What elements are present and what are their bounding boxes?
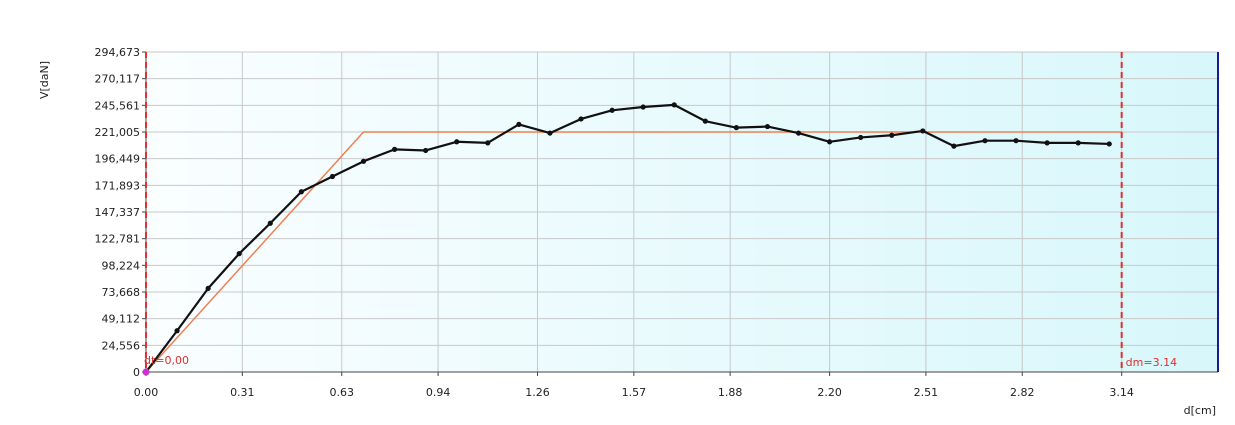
x-tick-label: 3.14 <box>1109 386 1134 399</box>
y-tick-label: 196,449 <box>95 153 141 166</box>
y-tick-label: 221,005 <box>95 126 141 139</box>
data-point <box>951 143 957 149</box>
data-point <box>1044 140 1050 146</box>
data-point <box>609 107 615 113</box>
y-tick-label: 0 <box>133 366 140 379</box>
y-tick-label: 49,112 <box>102 313 141 326</box>
marker-label: dt=0,00 <box>144 354 189 367</box>
data-point <box>982 138 988 144</box>
data-point <box>671 102 677 108</box>
y-tick-label: 245,561 <box>95 99 141 112</box>
data-point <box>298 189 304 195</box>
data-point <box>764 123 771 130</box>
x-tick-label: 0.00 <box>134 386 159 399</box>
data-point <box>733 125 739 131</box>
x-tick-label: 1.57 <box>622 386 647 399</box>
data-point <box>329 173 336 180</box>
data-point <box>702 118 708 124</box>
data-point <box>423 147 429 154</box>
marker-label: dm=3.14 <box>1126 356 1177 369</box>
data-point <box>236 251 242 257</box>
data-point <box>454 139 460 145</box>
y-tick-label: 294,673 <box>95 46 141 59</box>
data-point <box>1013 138 1019 144</box>
data-point <box>889 132 895 138</box>
y-tick-label: 122,781 <box>95 233 141 246</box>
x-tick-label: 0.63 <box>330 386 355 399</box>
measured-series-line <box>145 103 1110 373</box>
x-tick-label: 0.31 <box>230 386 255 399</box>
data-point <box>795 130 802 136</box>
x-tick-label: 2.20 <box>817 386 842 399</box>
data-point <box>547 130 553 136</box>
y-tick-label: 98,224 <box>102 259 141 272</box>
data-point <box>1106 141 1112 147</box>
series-layer <box>143 102 1122 375</box>
axes: 0 24,556 49,112 73,668 98,224 122,781 147,337 1… <box>95 46 1219 399</box>
data-point <box>516 121 522 128</box>
x-tick-label: 1.26 <box>525 386 550 399</box>
y-tick-label: 73,668 <box>102 286 141 299</box>
data-point <box>174 328 180 334</box>
y-tick-label: 171,893 <box>95 179 141 192</box>
y-tick-label: 270,117 <box>95 73 141 86</box>
data-point <box>858 134 864 141</box>
x-axis-title: d[cm] <box>1184 404 1216 417</box>
x-tick-label: 2.51 <box>914 386 939 399</box>
x-tick-label: 0.94 <box>426 386 451 399</box>
data-point <box>267 220 273 226</box>
y-tick-label: 24,556 <box>102 339 141 352</box>
data-point <box>826 139 833 145</box>
x-tick-label: 2.82 <box>1010 386 1035 399</box>
data-point <box>578 116 584 122</box>
data-point <box>1075 140 1081 146</box>
y-axis-title: V[daN] <box>38 61 51 99</box>
x-tick-label: 1.88 <box>718 386 743 399</box>
marker-layer: dt=0,00 dm=3.14 <box>142 52 1177 376</box>
data-point <box>920 128 926 134</box>
data-point <box>485 140 491 146</box>
reference-series-line <box>145 131 1122 373</box>
data-point <box>205 285 211 291</box>
data-point <box>391 146 398 152</box>
data-point <box>640 104 646 110</box>
origin-point <box>142 368 150 376</box>
data-point <box>360 158 367 164</box>
y-tick-label: 147,337 <box>95 206 141 219</box>
